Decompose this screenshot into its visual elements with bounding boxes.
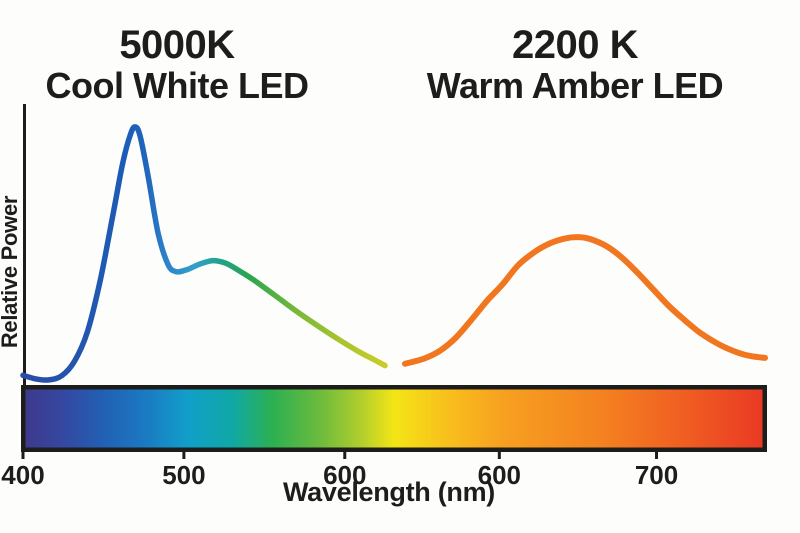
title-temperature-cool: 5000K — [119, 23, 235, 67]
spectrum-curve-warm-amber — [402, 234, 768, 367]
x-tick-label: 400 — [1, 460, 44, 490]
spectrum-bar — [25, 389, 763, 448]
title-temperature-warm: 2200 K — [512, 23, 638, 67]
spectrum-curve-cool-white — [20, 124, 388, 383]
title-type-cool: Cool White LED — [45, 65, 309, 106]
x-tick-label: 600 — [323, 460, 366, 490]
x-axis-label: Wavelength (nm) — [282, 477, 495, 507]
title-type-warm: Warm Amber LED — [426, 65, 724, 106]
chart-title-cool-white: 5000K Cool White LED — [0, 24, 357, 106]
x-tick-label: 700 — [635, 460, 678, 490]
chart-title-warm-amber: 2200 K Warm Amber LED — [395, 24, 755, 106]
x-tick-label: 500 — [162, 460, 205, 490]
x-tick-label: 600 — [478, 460, 521, 490]
